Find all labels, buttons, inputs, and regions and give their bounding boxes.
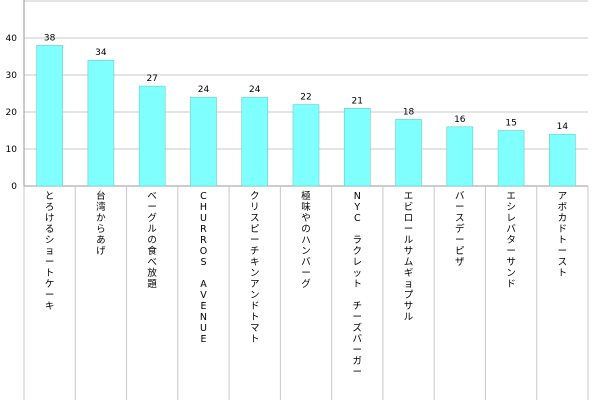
bar xyxy=(292,104,320,187)
category-label: エシレバターサンド xyxy=(506,191,516,290)
data-label: 14 xyxy=(557,122,569,132)
data-label: 22 xyxy=(300,93,311,103)
category-label: とろけるショートケーキ xyxy=(45,191,55,312)
data-label: 15 xyxy=(505,119,516,129)
category-label: ベーグルの食べ放題 xyxy=(147,191,157,290)
category-label: 極味やのハンバーグ xyxy=(301,190,311,290)
bar xyxy=(343,108,371,187)
data-label: 27 xyxy=(146,74,157,84)
data-label: 24 xyxy=(198,85,210,95)
data-labels: 38 34 27 24 24 22 21 18 16 15 14 xyxy=(44,33,568,132)
data-label: 21 xyxy=(352,96,363,106)
bar xyxy=(446,126,474,187)
data-label: 16 xyxy=(454,115,466,125)
category-label: 台湾からあげ xyxy=(96,190,106,257)
bar xyxy=(241,96,269,187)
y-tick-label: 30 xyxy=(6,71,18,81)
bar xyxy=(138,85,166,187)
y-tick-label: 0 xyxy=(11,182,17,192)
data-label: 18 xyxy=(403,107,415,117)
bar xyxy=(190,96,217,187)
category-label: エビロールサムギョプサル xyxy=(404,191,414,323)
data-label: 38 xyxy=(44,33,56,43)
category-label: バースデーピザ xyxy=(455,191,465,268)
bar xyxy=(549,133,576,187)
axes xyxy=(23,0,589,400)
y-tick-label: 40 xyxy=(6,34,18,44)
y-tick-label: 10 xyxy=(6,145,18,155)
bar xyxy=(36,45,63,187)
bar xyxy=(497,130,525,187)
bars xyxy=(36,45,576,187)
y-tick-labels: 0 10 20 30 40 xyxy=(6,34,18,192)
bar xyxy=(395,119,422,187)
data-label: 24 xyxy=(249,85,261,95)
category-label: クリスピーチキンアンドトマト xyxy=(250,191,260,345)
grid-lines xyxy=(24,0,588,150)
data-label: 34 xyxy=(95,48,107,58)
bar xyxy=(87,59,115,187)
category-label: アボカドトースト xyxy=(558,191,568,279)
y-tick-label: 20 xyxy=(6,108,18,118)
